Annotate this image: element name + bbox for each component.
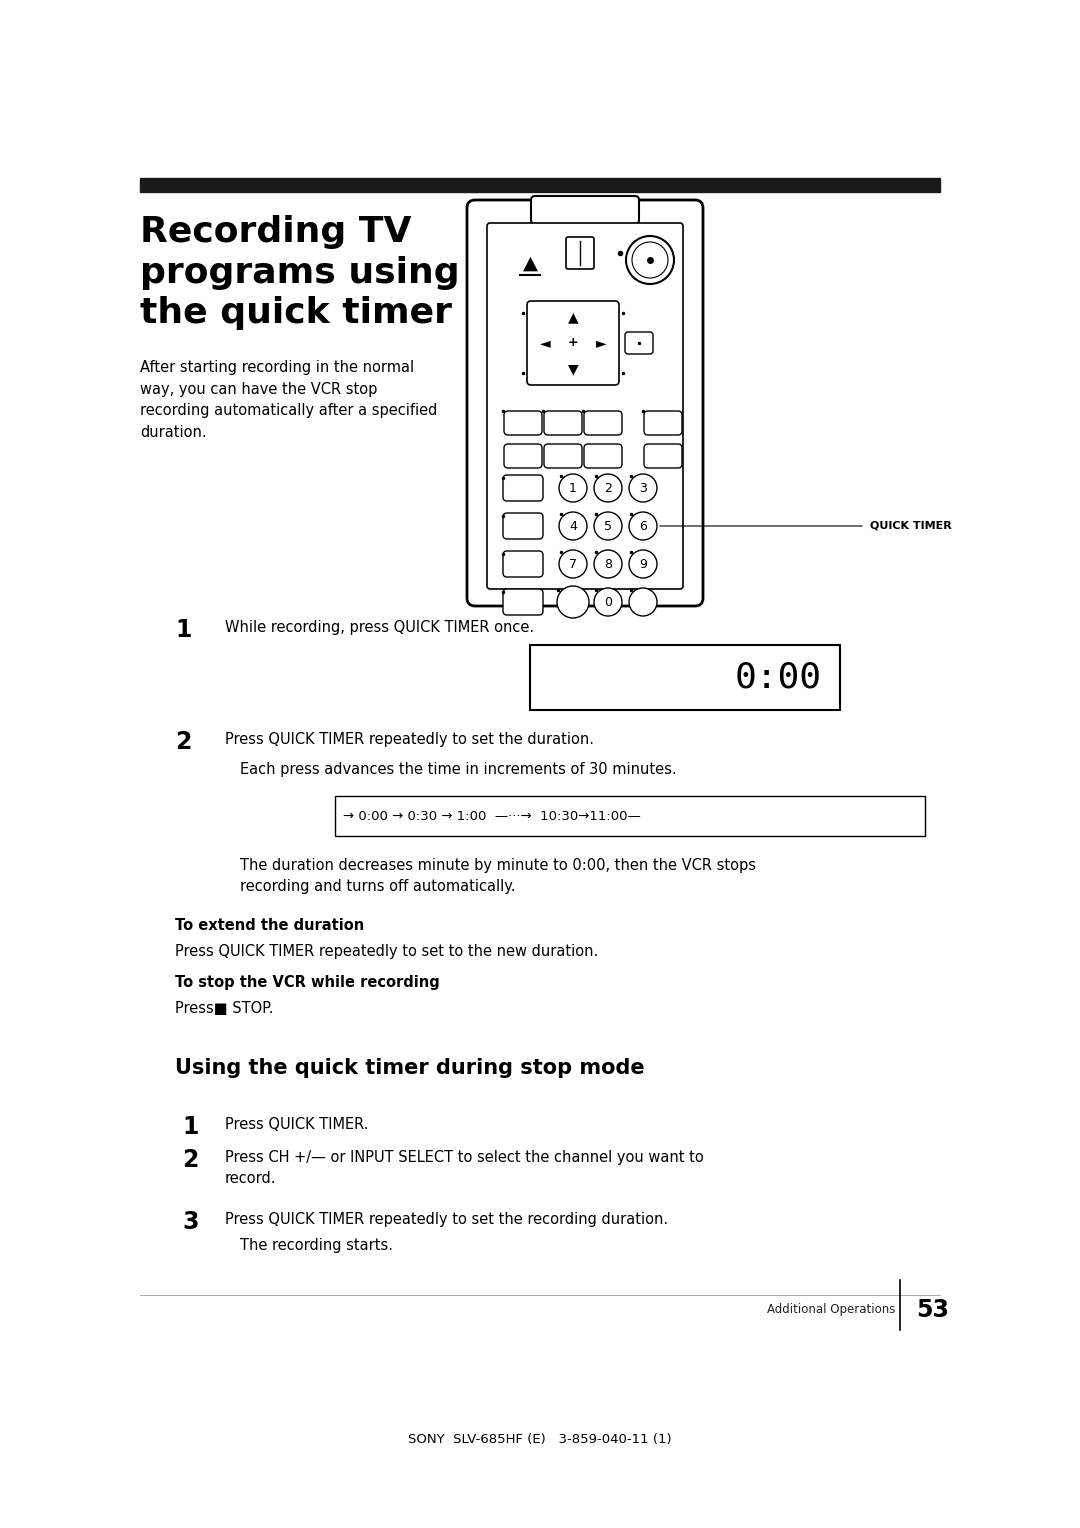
Text: 0:00: 0:00 <box>735 660 822 695</box>
Text: 0: 0 <box>604 596 612 608</box>
Text: 9: 9 <box>639 558 647 570</box>
Text: 6: 6 <box>639 520 647 532</box>
Text: The recording starts.: The recording starts. <box>240 1238 393 1253</box>
Text: ►: ► <box>596 336 606 350</box>
Bar <box>335 796 924 836</box>
Text: 3: 3 <box>639 481 647 495</box>
Text: To extend the duration: To extend the duration <box>175 918 364 934</box>
Text: SONY  SLV-685HF (E)   3-859-040-11 (1): SONY SLV-685HF (E) 3-859-040-11 (1) <box>408 1433 672 1447</box>
Circle shape <box>594 474 622 503</box>
Circle shape <box>594 550 622 578</box>
Bar <box>530 645 840 711</box>
Text: 1: 1 <box>569 481 577 495</box>
Text: 1: 1 <box>183 1115 199 1138</box>
FancyBboxPatch shape <box>503 513 543 539</box>
Circle shape <box>557 587 589 617</box>
Text: Press■ STOP.: Press■ STOP. <box>175 1001 273 1016</box>
FancyBboxPatch shape <box>487 223 683 588</box>
FancyBboxPatch shape <box>566 237 594 269</box>
FancyBboxPatch shape <box>644 445 681 468</box>
Text: Each press advances the time in increments of 30 minutes.: Each press advances the time in incremen… <box>240 762 677 778</box>
Text: 53: 53 <box>916 1297 949 1322</box>
Text: After starting recording in the normal
way, you can have the VCR stop
recording : After starting recording in the normal w… <box>140 361 437 440</box>
Text: ▼: ▼ <box>568 362 578 376</box>
Circle shape <box>559 474 588 503</box>
Text: ▲: ▲ <box>568 310 578 324</box>
Circle shape <box>559 550 588 578</box>
Text: 3: 3 <box>183 1210 199 1235</box>
Circle shape <box>559 512 588 539</box>
Text: 8: 8 <box>604 558 612 570</box>
Text: The duration decreases minute by minute to 0:00, then the VCR stops
recording an: The duration decreases minute by minute … <box>240 859 756 894</box>
Text: To stop the VCR while recording: To stop the VCR while recording <box>175 975 440 990</box>
FancyBboxPatch shape <box>625 332 653 354</box>
Text: → 0:00 → 0:30 → 1:00  —···→  10:30→11:00—: → 0:00 → 0:30 → 1:00 —···→ 10:30→11:00— <box>343 810 640 822</box>
FancyBboxPatch shape <box>527 301 619 385</box>
Circle shape <box>632 241 669 278</box>
Text: Using the quick timer during stop mode: Using the quick timer during stop mode <box>175 1057 645 1077</box>
FancyBboxPatch shape <box>544 411 582 435</box>
Text: Press QUICK TIMER repeatedly to set to the new duration.: Press QUICK TIMER repeatedly to set to t… <box>175 944 598 960</box>
Circle shape <box>594 588 622 616</box>
Text: QUICK TIMER: QUICK TIMER <box>870 521 951 532</box>
FancyBboxPatch shape <box>503 588 543 614</box>
Text: Recording TV
programs using
the quick timer: Recording TV programs using the quick ti… <box>140 215 460 330</box>
FancyBboxPatch shape <box>503 475 543 501</box>
Text: 4: 4 <box>569 520 577 532</box>
Circle shape <box>594 512 622 539</box>
Text: 2: 2 <box>175 730 191 753</box>
FancyBboxPatch shape <box>584 411 622 435</box>
FancyBboxPatch shape <box>531 196 639 225</box>
Text: +: + <box>568 336 578 350</box>
FancyBboxPatch shape <box>503 552 543 578</box>
FancyBboxPatch shape <box>467 200 703 607</box>
FancyBboxPatch shape <box>504 411 542 435</box>
Bar <box>140 177 940 193</box>
Text: Press QUICK TIMER repeatedly to set the recording duration.: Press QUICK TIMER repeatedly to set the … <box>225 1212 669 1227</box>
Text: Press CH +/— or INPUT SELECT to select the channel you want to
record.: Press CH +/— or INPUT SELECT to select t… <box>225 1151 704 1186</box>
Text: 7: 7 <box>569 558 577 570</box>
Text: ◄: ◄ <box>540 336 551 350</box>
Circle shape <box>629 588 657 616</box>
Text: 2: 2 <box>183 1148 199 1172</box>
Circle shape <box>629 474 657 503</box>
Circle shape <box>626 235 674 284</box>
Text: While recording, press QUICK TIMER once.: While recording, press QUICK TIMER once. <box>225 620 535 636</box>
Text: ▲: ▲ <box>523 254 538 272</box>
Text: 2: 2 <box>604 481 612 495</box>
Text: Press QUICK TIMER.: Press QUICK TIMER. <box>225 1117 368 1132</box>
FancyBboxPatch shape <box>544 445 582 468</box>
Circle shape <box>629 512 657 539</box>
FancyBboxPatch shape <box>504 445 542 468</box>
Text: 5: 5 <box>604 520 612 532</box>
Text: Press QUICK TIMER repeatedly to set the duration.: Press QUICK TIMER repeatedly to set the … <box>225 732 594 747</box>
FancyBboxPatch shape <box>584 445 622 468</box>
Circle shape <box>629 550 657 578</box>
FancyBboxPatch shape <box>644 411 681 435</box>
Text: Additional Operations: Additional Operations <box>767 1303 895 1317</box>
Text: 1: 1 <box>175 617 191 642</box>
